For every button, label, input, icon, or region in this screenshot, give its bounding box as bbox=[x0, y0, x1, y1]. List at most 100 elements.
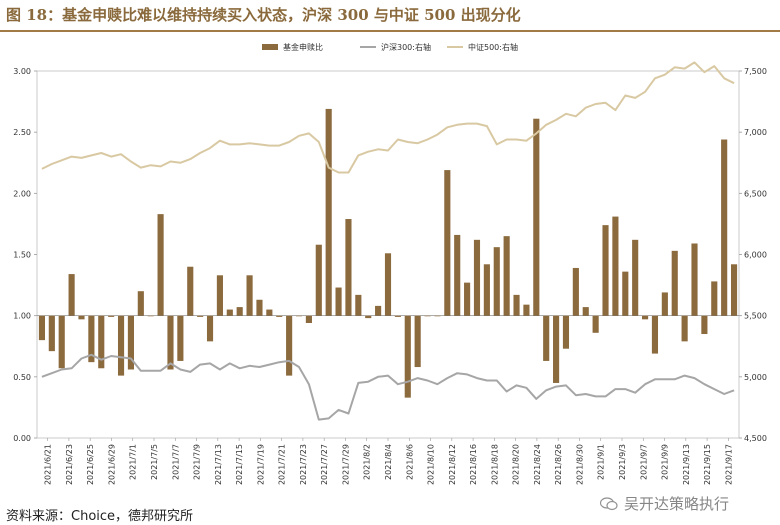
bar bbox=[256, 299, 263, 316]
bar bbox=[167, 315, 174, 370]
bar bbox=[206, 315, 214, 342]
watermark: 吴开达策略执行 bbox=[600, 493, 729, 514]
source-note: 资料来源：Choice，德邦研究所 bbox=[6, 509, 194, 524]
bar bbox=[78, 315, 85, 320]
x-tick-label: 2021/6/23 bbox=[65, 444, 74, 485]
chart: 0.00 0.50 1.00 1.50 2.00 2.50 3.00 4,500 5,000 5,… bbox=[13, 42, 767, 485]
x-tick-label: 2021/7/23 bbox=[299, 444, 308, 485]
bar bbox=[701, 315, 708, 335]
bar bbox=[424, 315, 431, 317]
x-tick-label: 2021/8/4 bbox=[384, 444, 393, 480]
bar bbox=[503, 236, 510, 316]
bar bbox=[137, 291, 144, 316]
bar bbox=[286, 315, 293, 376]
bar bbox=[58, 315, 65, 369]
bar bbox=[572, 267, 579, 316]
x-tick-label: 2021/7/9 bbox=[193, 444, 202, 480]
page-title: 图 18：基金申赎比难以维持持续买入状态，沪深 300 与中证 500 出现分化 bbox=[6, 6, 521, 24]
y-right-tick-label: 6,000 bbox=[744, 251, 767, 260]
x-tick-label: 2021/6/25 bbox=[86, 444, 95, 485]
x-tick-label: 2021/6/29 bbox=[107, 444, 116, 485]
x-tick-label: 2021/6/21 bbox=[44, 444, 53, 485]
y-left-tick-label: 2.50 bbox=[13, 128, 31, 137]
bar bbox=[246, 275, 253, 316]
x-tick-label: 2021/9/9 bbox=[661, 444, 670, 480]
x-tick-label: 2021/7/7 bbox=[171, 444, 180, 480]
x-tick-label: 2021/7/1 bbox=[129, 444, 138, 480]
legend-label: 中证500:右轴 bbox=[468, 42, 518, 52]
bar bbox=[444, 170, 451, 316]
bar bbox=[582, 307, 589, 316]
title-divider bbox=[0, 30, 780, 32]
x-tick-label: 2021/7/5 bbox=[150, 444, 159, 480]
legend-label: 沪深300:右轴 bbox=[381, 42, 431, 52]
bar bbox=[632, 239, 639, 316]
bar bbox=[394, 315, 401, 317]
x-tick-label: 2021/9/7 bbox=[639, 444, 648, 480]
bar bbox=[197, 315, 204, 317]
bar bbox=[117, 315, 125, 376]
x-tick-label: 2021/9/15 bbox=[703, 444, 712, 485]
bar bbox=[543, 315, 550, 361]
bar bbox=[325, 108, 332, 316]
bar bbox=[612, 216, 619, 316]
bar bbox=[68, 274, 75, 316]
x-tick-label: 2021/9/1 bbox=[597, 444, 606, 480]
bar bbox=[384, 253, 392, 316]
bar bbox=[493, 247, 500, 316]
bar bbox=[513, 294, 520, 316]
y-left-tick-label: 1.50 bbox=[13, 251, 31, 260]
x-tick-label: 2021/7/21 bbox=[278, 444, 287, 485]
bar bbox=[691, 243, 698, 316]
bar bbox=[147, 315, 154, 317]
bar bbox=[651, 315, 659, 354]
bar bbox=[730, 264, 738, 316]
y-left-tick-label: 1.00 bbox=[13, 312, 31, 321]
bar bbox=[661, 292, 668, 316]
bar bbox=[236, 307, 243, 316]
x-tick-label: 2021/8/12 bbox=[448, 444, 457, 485]
bar bbox=[355, 294, 362, 316]
bar bbox=[434, 315, 441, 317]
watermark-text: 吴开达策略执行 bbox=[624, 495, 730, 513]
bar bbox=[365, 315, 372, 319]
bar bbox=[108, 315, 115, 317]
y-left-tick-label: 0.00 bbox=[13, 434, 31, 443]
bar bbox=[721, 139, 728, 316]
x-tick-label: 2021/8/10 bbox=[427, 444, 436, 485]
legend-swatch-bar bbox=[262, 44, 278, 50]
y-left-tick-label: 2.00 bbox=[13, 189, 31, 198]
bar bbox=[533, 118, 540, 316]
wechat-icon bbox=[600, 497, 618, 511]
bar bbox=[157, 214, 164, 316]
bar bbox=[38, 315, 46, 341]
bar bbox=[464, 282, 471, 316]
y-left-tick-label: 0.50 bbox=[13, 373, 31, 382]
bar bbox=[266, 309, 273, 316]
y-right-tick-label: 6,500 bbox=[744, 189, 767, 198]
x-tick-label: 2021/7/15 bbox=[235, 444, 244, 485]
x-tick-label: 2021/8/24 bbox=[533, 444, 542, 485]
y-right-tick-label: 7,000 bbox=[744, 128, 767, 137]
bar bbox=[226, 309, 233, 316]
x-tick-label: 2021/7/27 bbox=[320, 444, 329, 485]
y-right-tick-label: 7,500 bbox=[744, 67, 767, 76]
bar bbox=[295, 315, 303, 317]
y-left-tick-label: 3.00 bbox=[13, 67, 31, 76]
x-tick-label: 2021/8/30 bbox=[575, 444, 584, 485]
bar bbox=[473, 239, 481, 316]
bar bbox=[127, 315, 134, 370]
bar bbox=[681, 315, 688, 342]
x-tick-label: 2021/9/13 bbox=[682, 444, 691, 485]
bar bbox=[48, 315, 55, 352]
y-right-tick-label: 5,500 bbox=[744, 312, 767, 321]
bar bbox=[602, 225, 609, 316]
bar bbox=[98, 315, 105, 369]
series-line-zz500 bbox=[41, 61, 735, 174]
bar bbox=[642, 315, 649, 320]
x-tick-label: 2021/7/19 bbox=[256, 444, 265, 485]
x-tick-label: 2021/8/26 bbox=[554, 444, 563, 485]
x-tick-label: 2021/8/16 bbox=[469, 444, 478, 485]
x-tick-label: 2021/7/29 bbox=[341, 444, 350, 485]
bar bbox=[335, 287, 342, 316]
